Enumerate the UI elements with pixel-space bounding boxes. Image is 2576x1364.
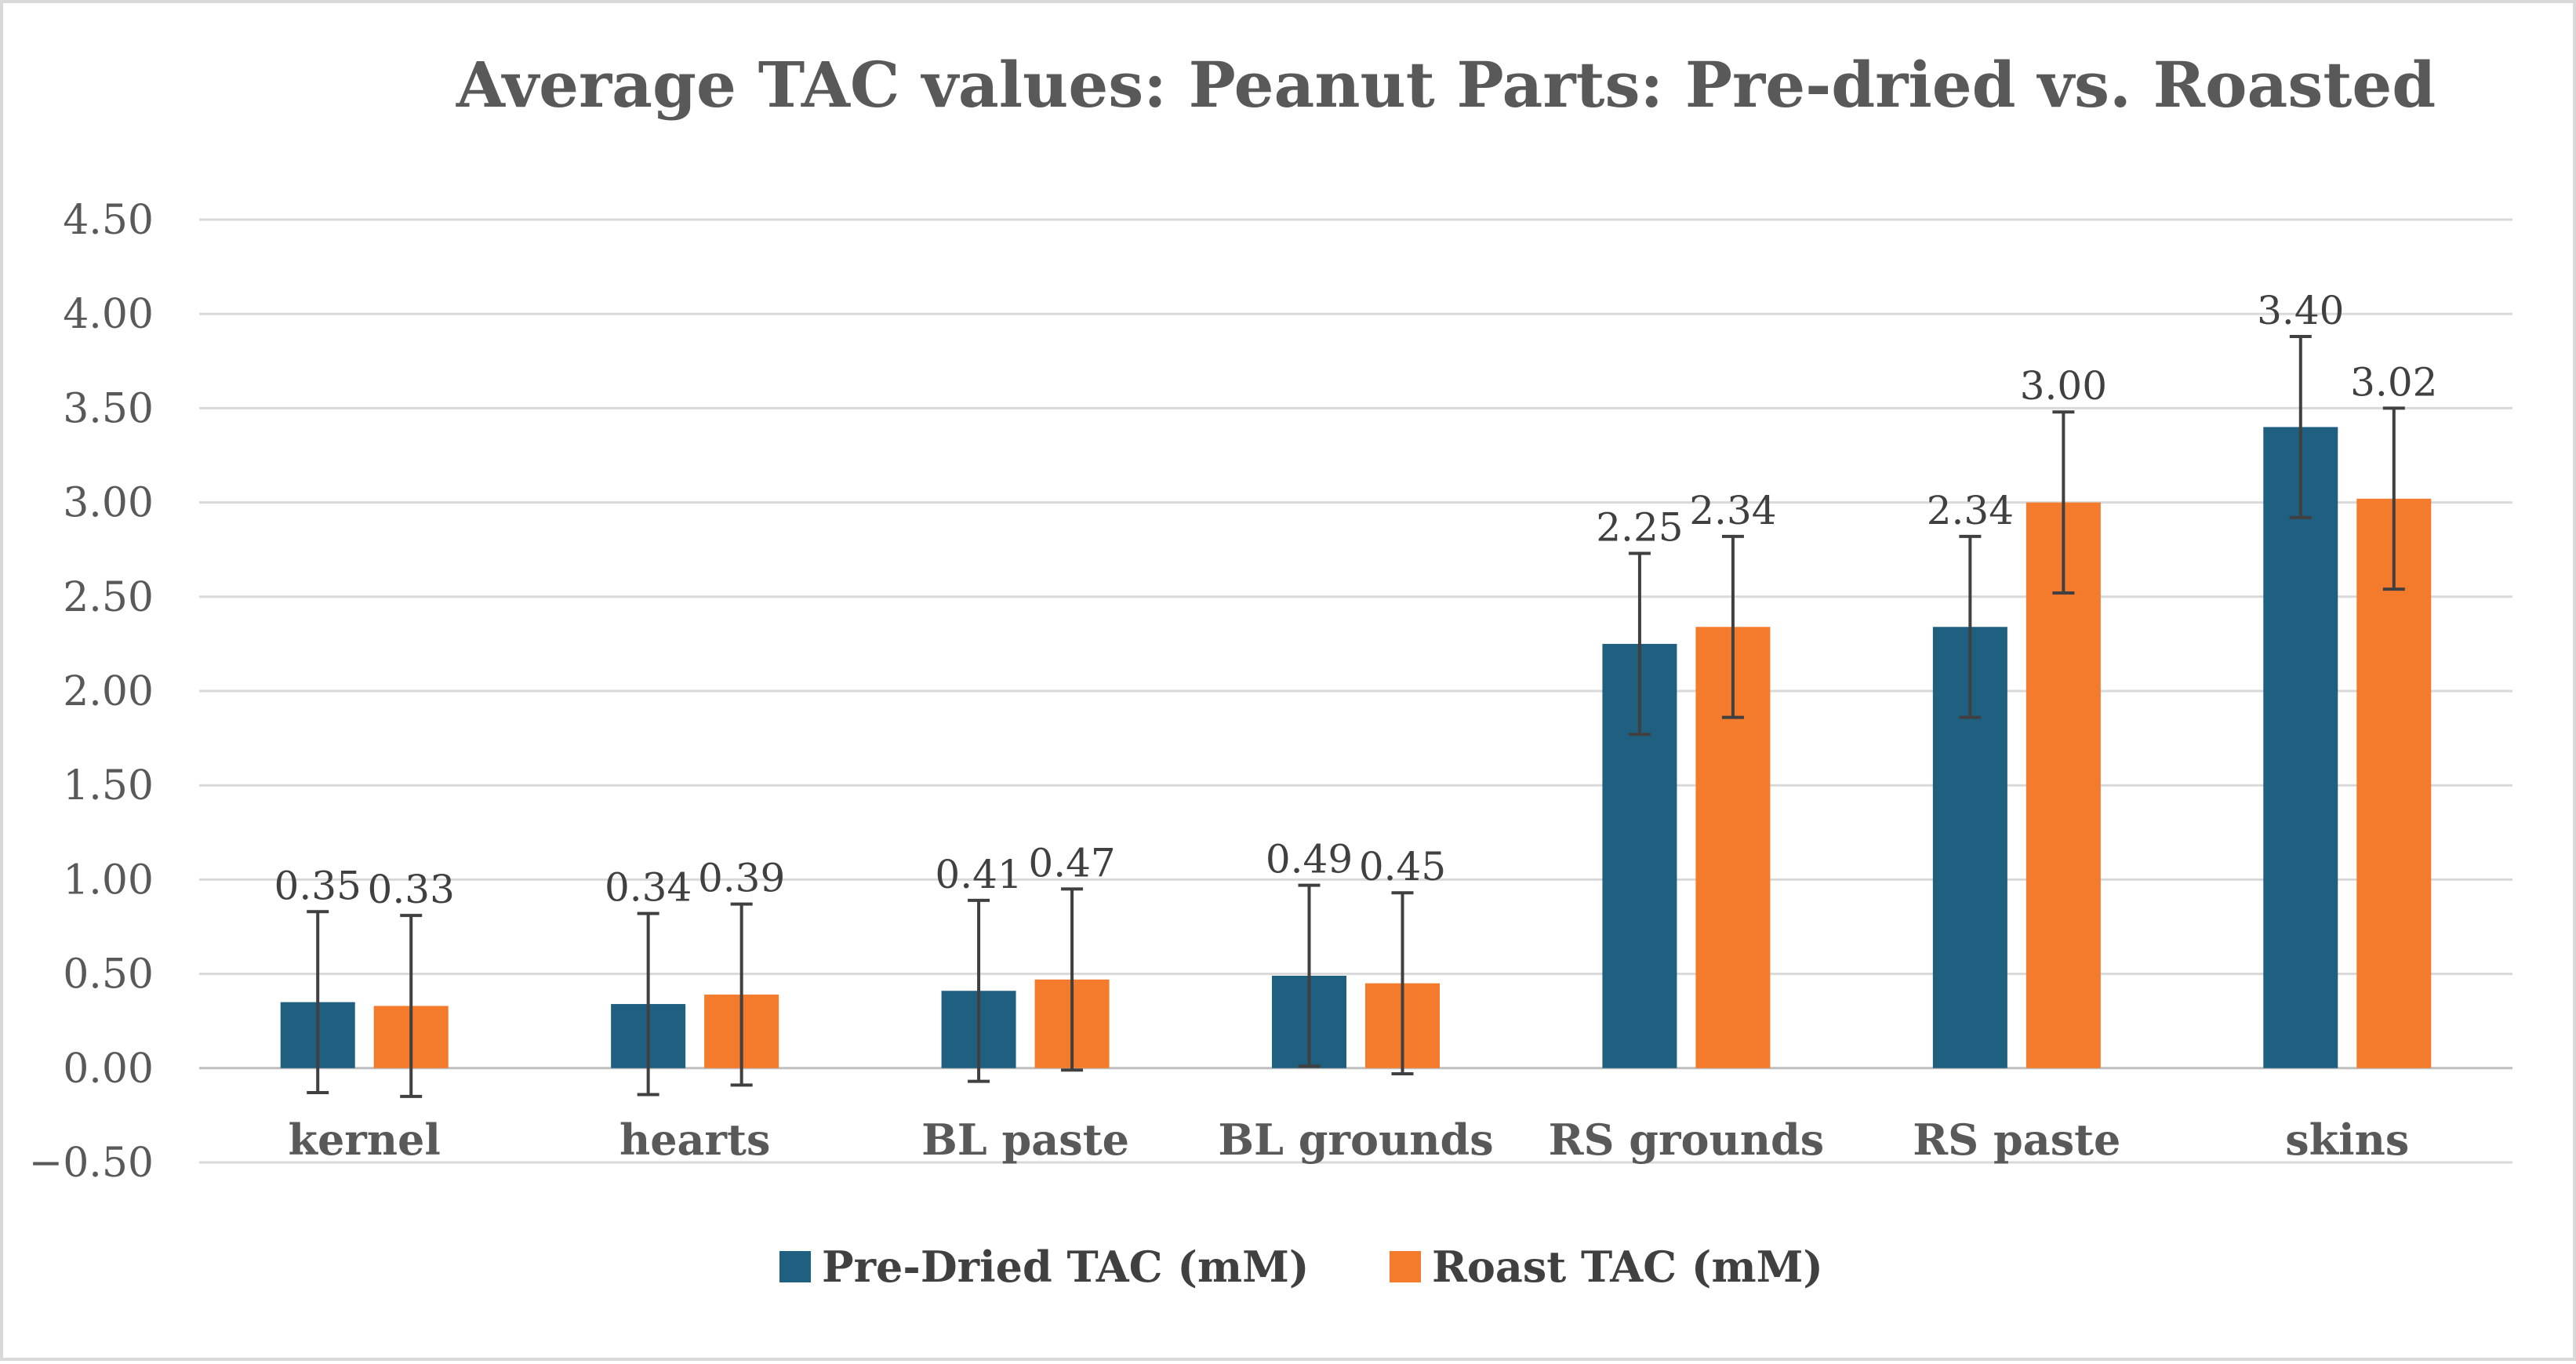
y-tick-label: −0.50 (29, 1140, 154, 1187)
category-label: skins (2285, 1115, 2409, 1165)
data-label: 3.00 (2020, 363, 2107, 409)
y-tick-label: 4.50 (63, 197, 154, 244)
data-label: 0.45 (1359, 844, 1446, 889)
legend: Pre-Dried TAC (mM) Roast TAC (mM) (779, 1242, 1823, 1292)
bar (2263, 427, 2338, 1068)
data-labels: 0.35 0.33 0.34 0.39 0.41 0.47 0.49 0.452.25 2.34… (274, 288, 2438, 912)
category-label: RS grounds (1549, 1115, 1825, 1165)
y-tick-label: 0.50 (63, 951, 154, 998)
category-label: BL grounds (1218, 1115, 1493, 1165)
y-tick-label: 3.00 (63, 480, 154, 527)
data-label: 3.02 (2350, 359, 2437, 405)
category-label: hearts (619, 1115, 770, 1165)
data-label: 2.34 (1927, 488, 2014, 533)
y-tick-label: 3.50 (63, 385, 154, 432)
data-label: 2.34 (1689, 488, 1776, 533)
data-label: 0.33 (368, 867, 455, 912)
data-label: 0.34 (605, 865, 692, 911)
y-tick-label: 0.00 (63, 1046, 154, 1093)
category-label: BL paste (921, 1115, 1129, 1165)
legend-label-pre-dried: Pre-Dried TAC (mM) (822, 1242, 1309, 1292)
data-label: 0.49 (1266, 837, 1353, 882)
y-tick-label: 1.00 (63, 857, 154, 904)
y-tick-label: 2.50 (63, 574, 154, 621)
legend-item-pre-dried[interactable]: Pre-Dried TAC (mM) (779, 1242, 1309, 1292)
data-label: 0.47 (1028, 840, 1115, 886)
y-axis-tick-labels: 4.50 4.00 3.50 3.00 2.50 2.00 1.50 1.00 0.50 0.00… (29, 197, 154, 1187)
bar (2356, 498, 2432, 1068)
data-label: 3.40 (2257, 288, 2344, 333)
x-axis-category-labels: kernel hearts BL paste BL grounds RS grounds… (289, 1115, 2410, 1165)
bar (2026, 502, 2101, 1068)
legend-swatch-roast (1390, 1251, 1421, 1282)
gridlines (199, 218, 2512, 1164)
category-label: RS paste (1913, 1115, 2120, 1165)
data-label: 2.25 (1596, 505, 1683, 551)
legend-swatch-pre-dried (779, 1251, 811, 1282)
y-tick-label: 4.00 (63, 291, 154, 338)
category-label: kernel (289, 1115, 441, 1165)
legend-item-roast[interactable]: Roast TAC (mM) (1390, 1242, 1823, 1292)
bar-chart: Average TAC values: Peanut Parts: Pre-dr… (29, 48, 2512, 1292)
chart-title: Average TAC values: Peanut Parts: Pre-dr… (456, 48, 2436, 122)
y-tick-label: 1.50 (63, 762, 154, 809)
data-label: 0.41 (935, 852, 1022, 897)
error-bars (307, 335, 2405, 1098)
y-tick-label: 2.00 (63, 668, 154, 715)
legend-label-roast: Roast TAC (mM) (1432, 1242, 1823, 1292)
bars (280, 427, 2432, 1068)
data-label: 0.35 (274, 863, 362, 908)
data-label: 0.39 (698, 856, 785, 901)
